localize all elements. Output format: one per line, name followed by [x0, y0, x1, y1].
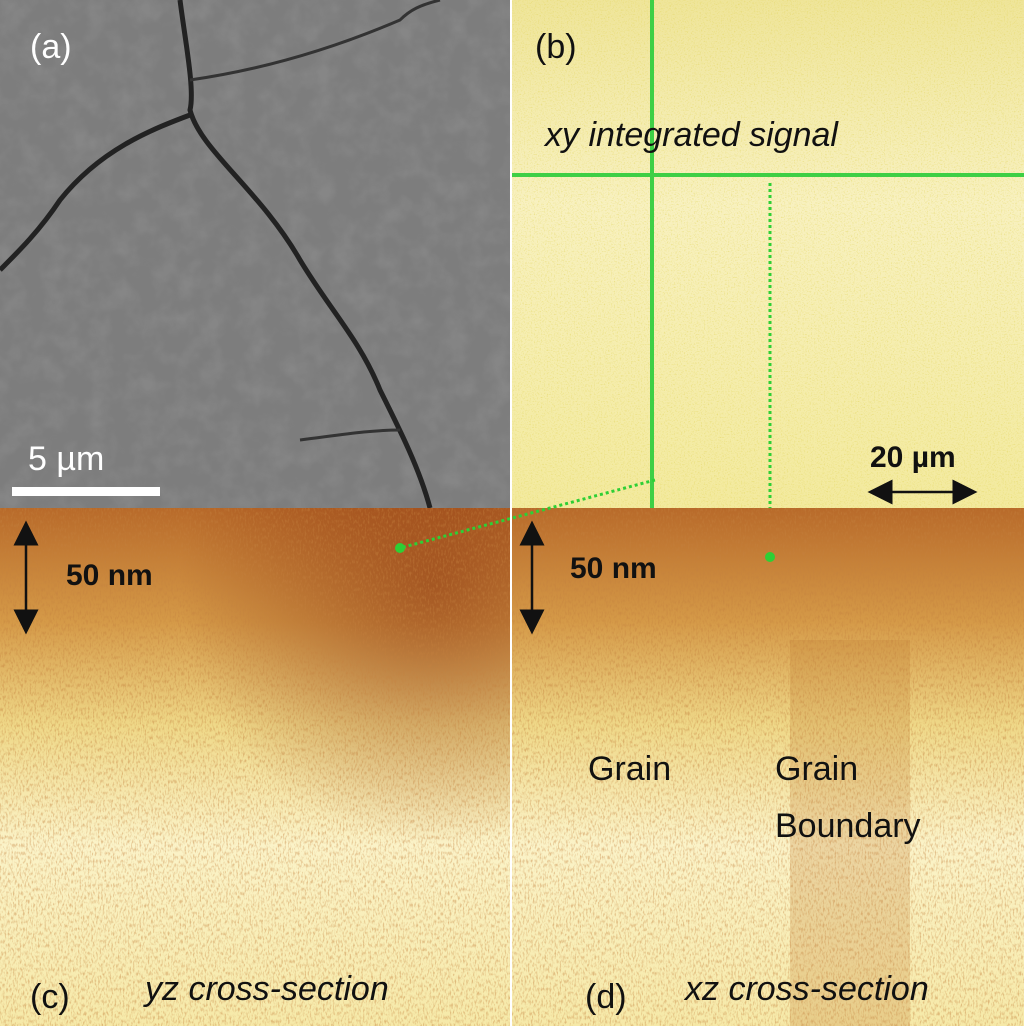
panel-caption: xy integrated signal [543, 116, 839, 154]
crack [189, 0, 441, 82]
annotation: Grain [588, 750, 671, 788]
cross-section-texture [0, 508, 510, 1026]
scale-bar-label: 20 µm [870, 441, 956, 474]
panel-c: 50 nm (c) yz cross-section [0, 508, 510, 1026]
panel-label: (a) [30, 28, 72, 66]
crack [299, 428, 401, 442]
scale-bar-label: 5 µm [28, 440, 104, 478]
panel-b: (b) xy integrated signal 20 µm [512, 0, 1024, 557]
sem-texture [0, 0, 510, 508]
pointer-line [399, 478, 656, 550]
pointer-end [395, 543, 405, 553]
annotation: Boundary [775, 807, 921, 845]
scale-bar [12, 487, 160, 496]
scale-bar-label: 50 nm [570, 552, 657, 585]
cross-section-texture [512, 508, 1024, 1026]
annotation: Grain [775, 750, 858, 788]
signal-texture [512, 0, 1024, 508]
panel-caption: yz cross-section [143, 970, 389, 1008]
crack [177, 0, 433, 509]
scale-bar-label: 50 nm [66, 559, 153, 592]
panel-label: (b) [535, 28, 577, 66]
panel-a: (a) 5 µm [0, 0, 510, 509]
pointer-end [765, 552, 775, 562]
panel-label: (d) [585, 978, 627, 1016]
panel-label: (c) [30, 978, 70, 1016]
panel-d: 50 nm Grain Grain Boundary (d) xz cross-… [512, 508, 1024, 1026]
panel-caption: xz cross-section [683, 970, 929, 1008]
crack [0, 112, 191, 272]
